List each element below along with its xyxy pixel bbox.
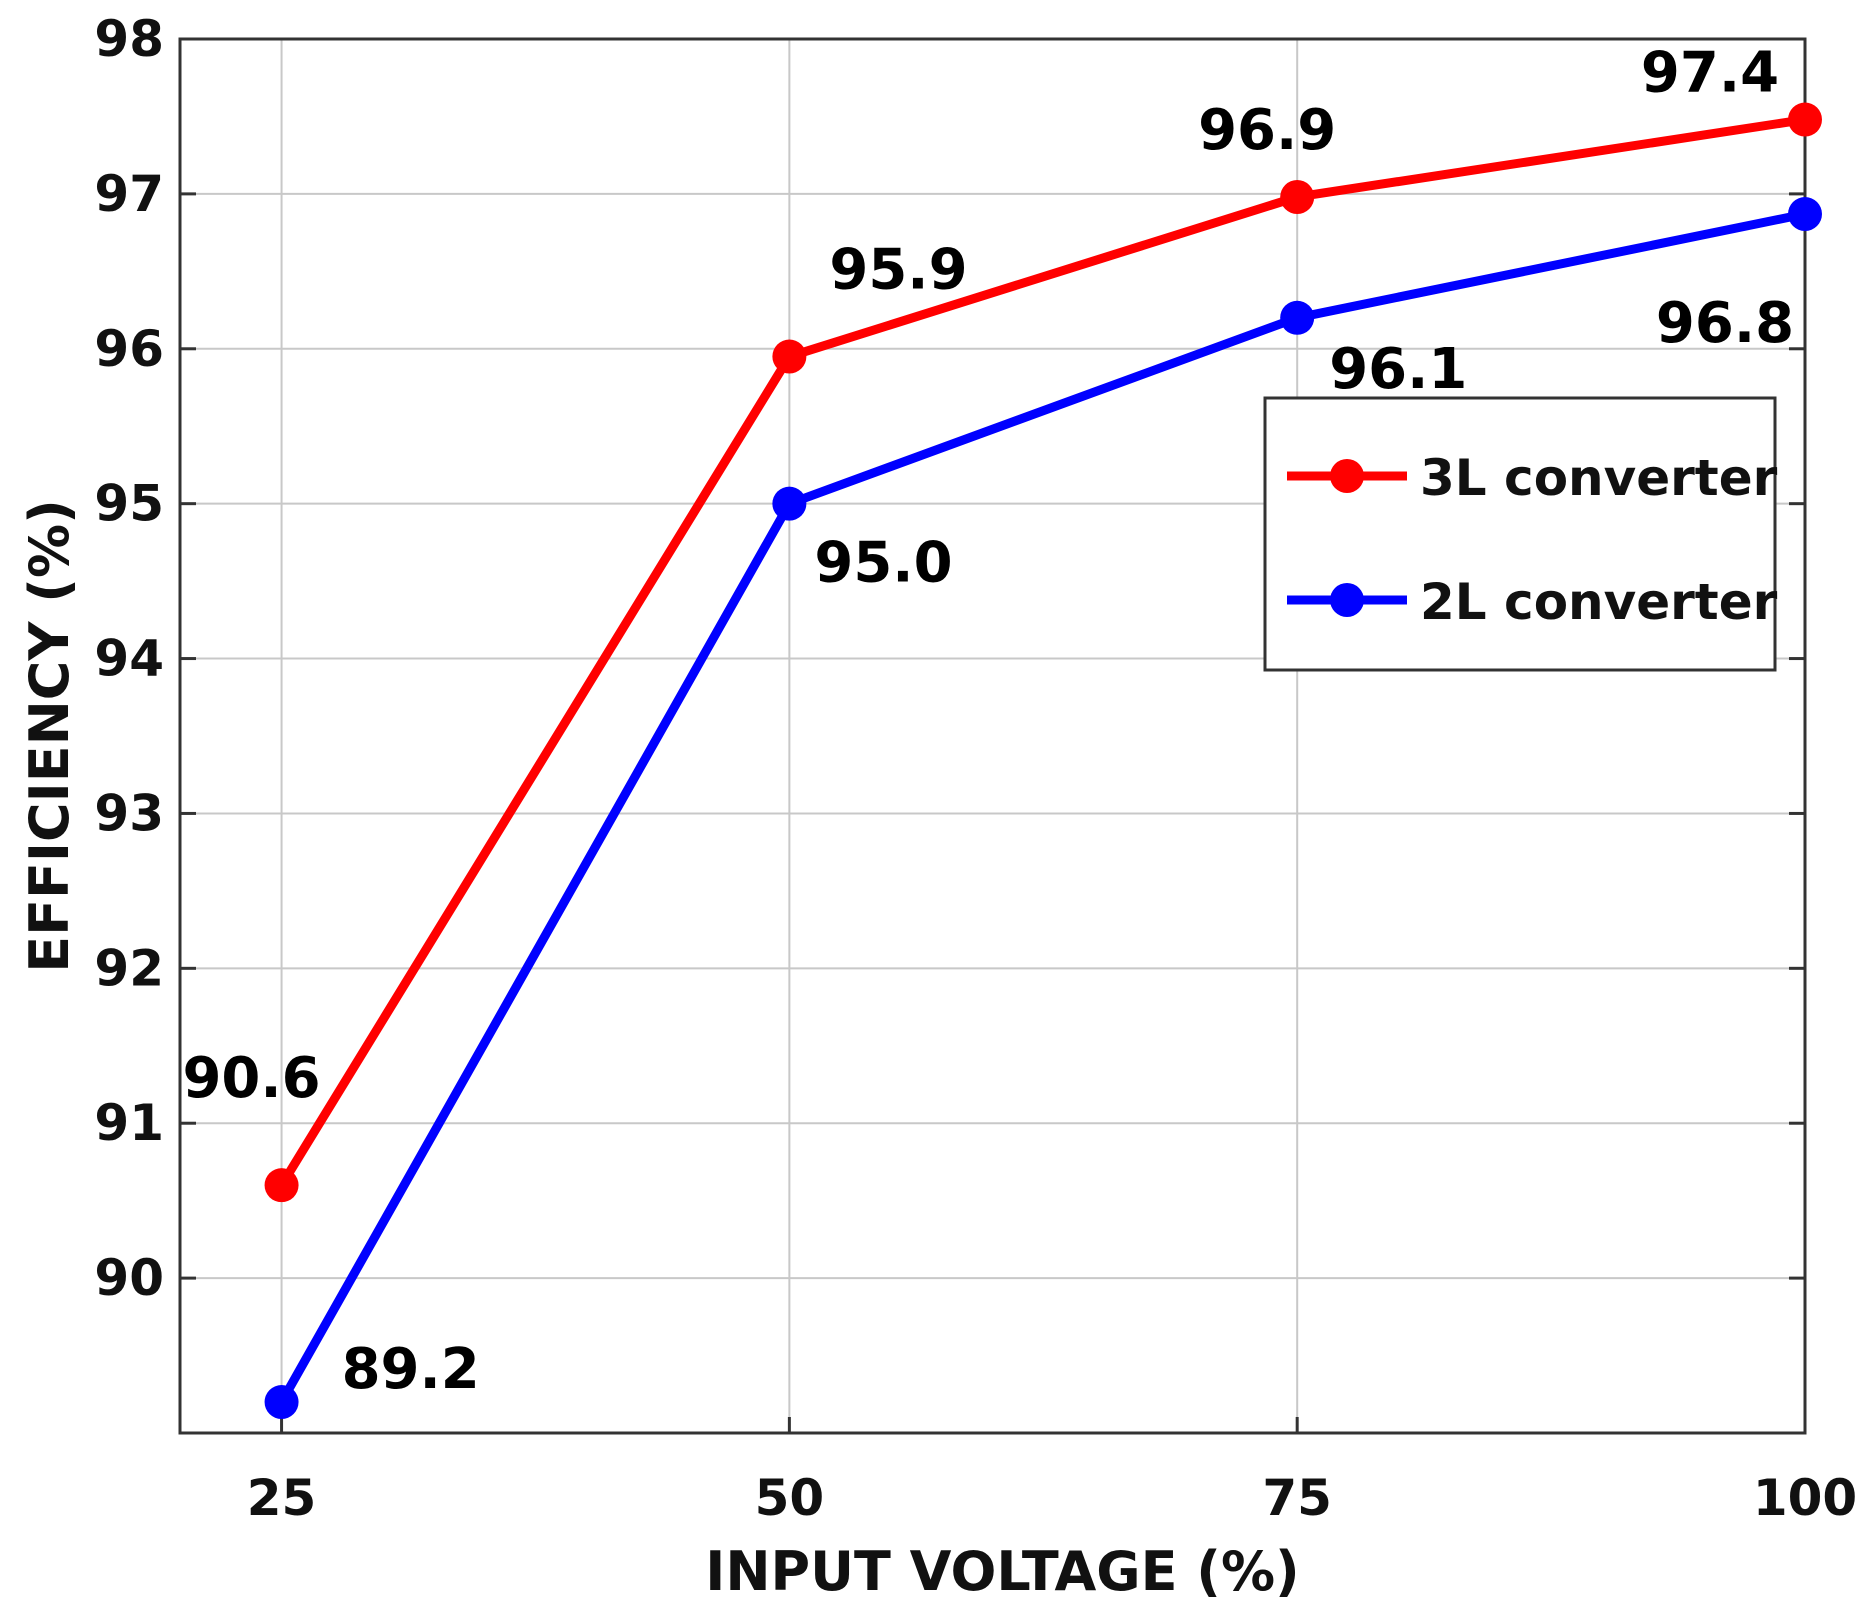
plot-frame (178, 37, 1807, 1435)
data-point (1788, 197, 1822, 232)
x-tick-label: 75 (1262, 1469, 1332, 1527)
data-point (772, 339, 807, 374)
x-tick-label: 50 (755, 1469, 825, 1527)
grid-lines (180, 38, 1806, 1433)
y-tick-label: 92 (94, 939, 164, 997)
y-tick-label: 94 (94, 630, 164, 688)
data-label: 95.0 (814, 531, 952, 596)
legend-marker (1330, 459, 1364, 493)
data-labels: 90.6 95.9 96.9 97.4 89.2 95.0 96.1 96.8 (182, 41, 1794, 1402)
data-label: 97.4 (1641, 41, 1779, 106)
legend: 3L converter 2L converter (1263, 396, 1778, 672)
data-point (264, 1168, 299, 1203)
x-axis-title: INPUT VOLTAGE (%) (705, 1540, 1299, 1603)
series-1 (264, 102, 1822, 1203)
legend-marker (1330, 583, 1364, 617)
y-tick-label: 98 (94, 10, 164, 68)
data-label: 95.9 (829, 238, 967, 303)
y-tick-label: 93 (94, 784, 164, 842)
data-label: 96.9 (1198, 98, 1336, 163)
series-line (277, 209, 1806, 1405)
y-tick-label: 97 (94, 165, 164, 223)
data-label: 96.1 (1329, 337, 1467, 402)
series-2 (264, 197, 1822, 1420)
data-point (264, 1385, 299, 1420)
data-label: 90.6 (182, 1046, 320, 1111)
y-axis-ticks: 90 91 92 93 94 95 96 97 98 (94, 10, 1805, 1307)
legend-entry-label: 3L converter (1420, 449, 1778, 507)
series-line (277, 115, 1806, 1188)
legend-box (1263, 396, 1777, 672)
x-axis-ticks: 25 50 75 100 (247, 1417, 1857, 1527)
data-point (1280, 300, 1315, 335)
y-axis-title: EFFICIENCY (%) (18, 499, 81, 973)
data-label: 96.8 (1656, 291, 1794, 356)
data-point (1280, 179, 1315, 214)
y-tick-label: 96 (94, 320, 164, 378)
series-layer (264, 102, 1822, 1420)
data-label: 89.2 (342, 1337, 480, 1402)
legend-entry-label: 2L converter (1420, 573, 1778, 631)
data-point (1788, 102, 1822, 137)
data-point (772, 486, 807, 521)
x-tick-label: 25 (247, 1469, 317, 1527)
y-tick-label: 91 (94, 1094, 164, 1152)
y-tick-label: 90 (94, 1249, 164, 1307)
x-tick-label: 100 (1753, 1469, 1857, 1527)
y-tick-label: 95 (94, 475, 164, 533)
